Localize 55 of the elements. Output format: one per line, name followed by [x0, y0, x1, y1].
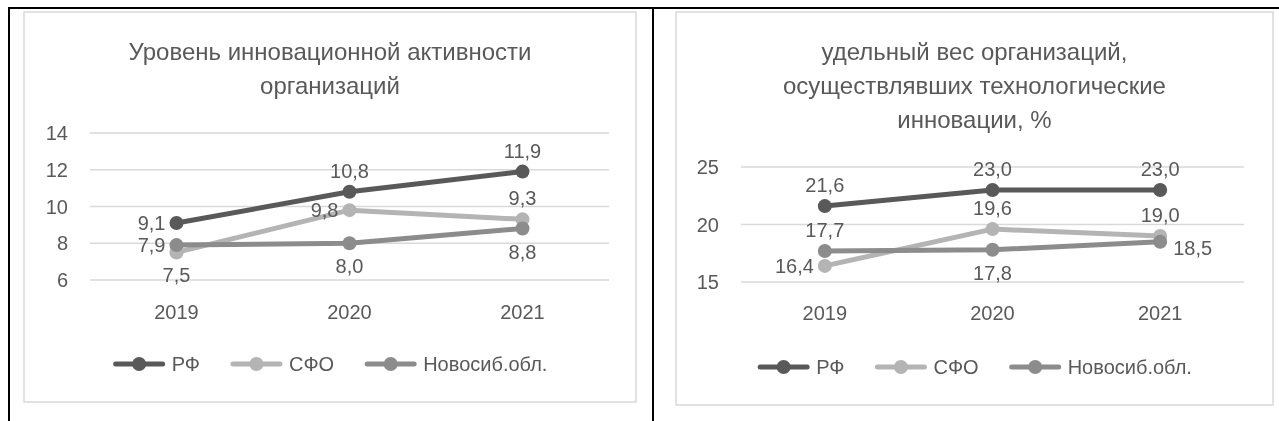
data-label: 21,6	[805, 174, 845, 197]
point	[169, 216, 184, 231]
point	[985, 222, 1000, 237]
data-label: 18,5	[1173, 236, 1213, 259]
data-label: 9,8	[310, 199, 339, 222]
legend-label: СФО	[933, 356, 979, 378]
x-tick-label: 2020	[327, 301, 372, 323]
data-label: 17,7	[805, 218, 845, 241]
point	[985, 183, 1000, 197]
point	[1153, 183, 1168, 197]
legend-label: Новосиб.обл.	[423, 353, 548, 375]
point	[515, 221, 530, 236]
data-label: 10,8	[330, 159, 369, 182]
y-tick-label: 8	[56, 232, 68, 255]
data-label: 7,5	[162, 264, 191, 287]
point	[817, 199, 832, 214]
point	[985, 242, 1000, 257]
data-label: 19,6	[973, 197, 1012, 220]
y-tick-label: 6	[56, 269, 68, 291]
data-label: 9,1	[137, 212, 166, 235]
y-tick-label: 20	[696, 213, 719, 236]
chart-title: Уровень инновационной активности организаций	[128, 37, 532, 99]
data-label: 23,0	[1140, 158, 1180, 180]
point	[169, 238, 184, 253]
x-tick-label: 2020	[970, 302, 1015, 324]
point	[342, 203, 357, 218]
legend-label: РФ	[171, 353, 200, 375]
x-tick-label: 2019	[154, 301, 199, 323]
y-tick-label: 12	[45, 158, 68, 181]
data-label: 8,0	[335, 255, 364, 278]
x-tick-label: 2019	[802, 302, 848, 324]
point	[1153, 234, 1168, 249]
legend-label: Новосиб.обл.	[1067, 356, 1192, 378]
x-tick-label: 2021	[1137, 302, 1183, 324]
point	[342, 236, 357, 251]
point	[817, 258, 832, 273]
data-label: 16,4	[774, 254, 814, 277]
point	[342, 184, 357, 199]
data-label: 7,9	[137, 234, 166, 257]
point	[817, 243, 832, 258]
data-label: 9,3	[508, 187, 537, 210]
data-label: 23,0	[973, 158, 1012, 180]
data-label: 17,8	[973, 261, 1012, 284]
legend-label: СФО	[288, 353, 335, 375]
y-tick-label: 14	[45, 122, 68, 144]
y-tick-label: 10	[45, 195, 68, 218]
chart-title: удельный вес организаций, осуществлявших технологические инновации, %	[783, 37, 1166, 133]
x-tick-label: 2021	[500, 301, 545, 323]
legend-label: РФ	[816, 356, 845, 378]
data-label: 19,0	[1140, 204, 1180, 226]
data-label: 8,8	[508, 240, 537, 263]
point	[515, 164, 530, 179]
y-tick-label: 25	[696, 156, 719, 178]
data-label: 11,9	[503, 139, 542, 162]
y-tick-label: 15	[696, 271, 719, 293]
